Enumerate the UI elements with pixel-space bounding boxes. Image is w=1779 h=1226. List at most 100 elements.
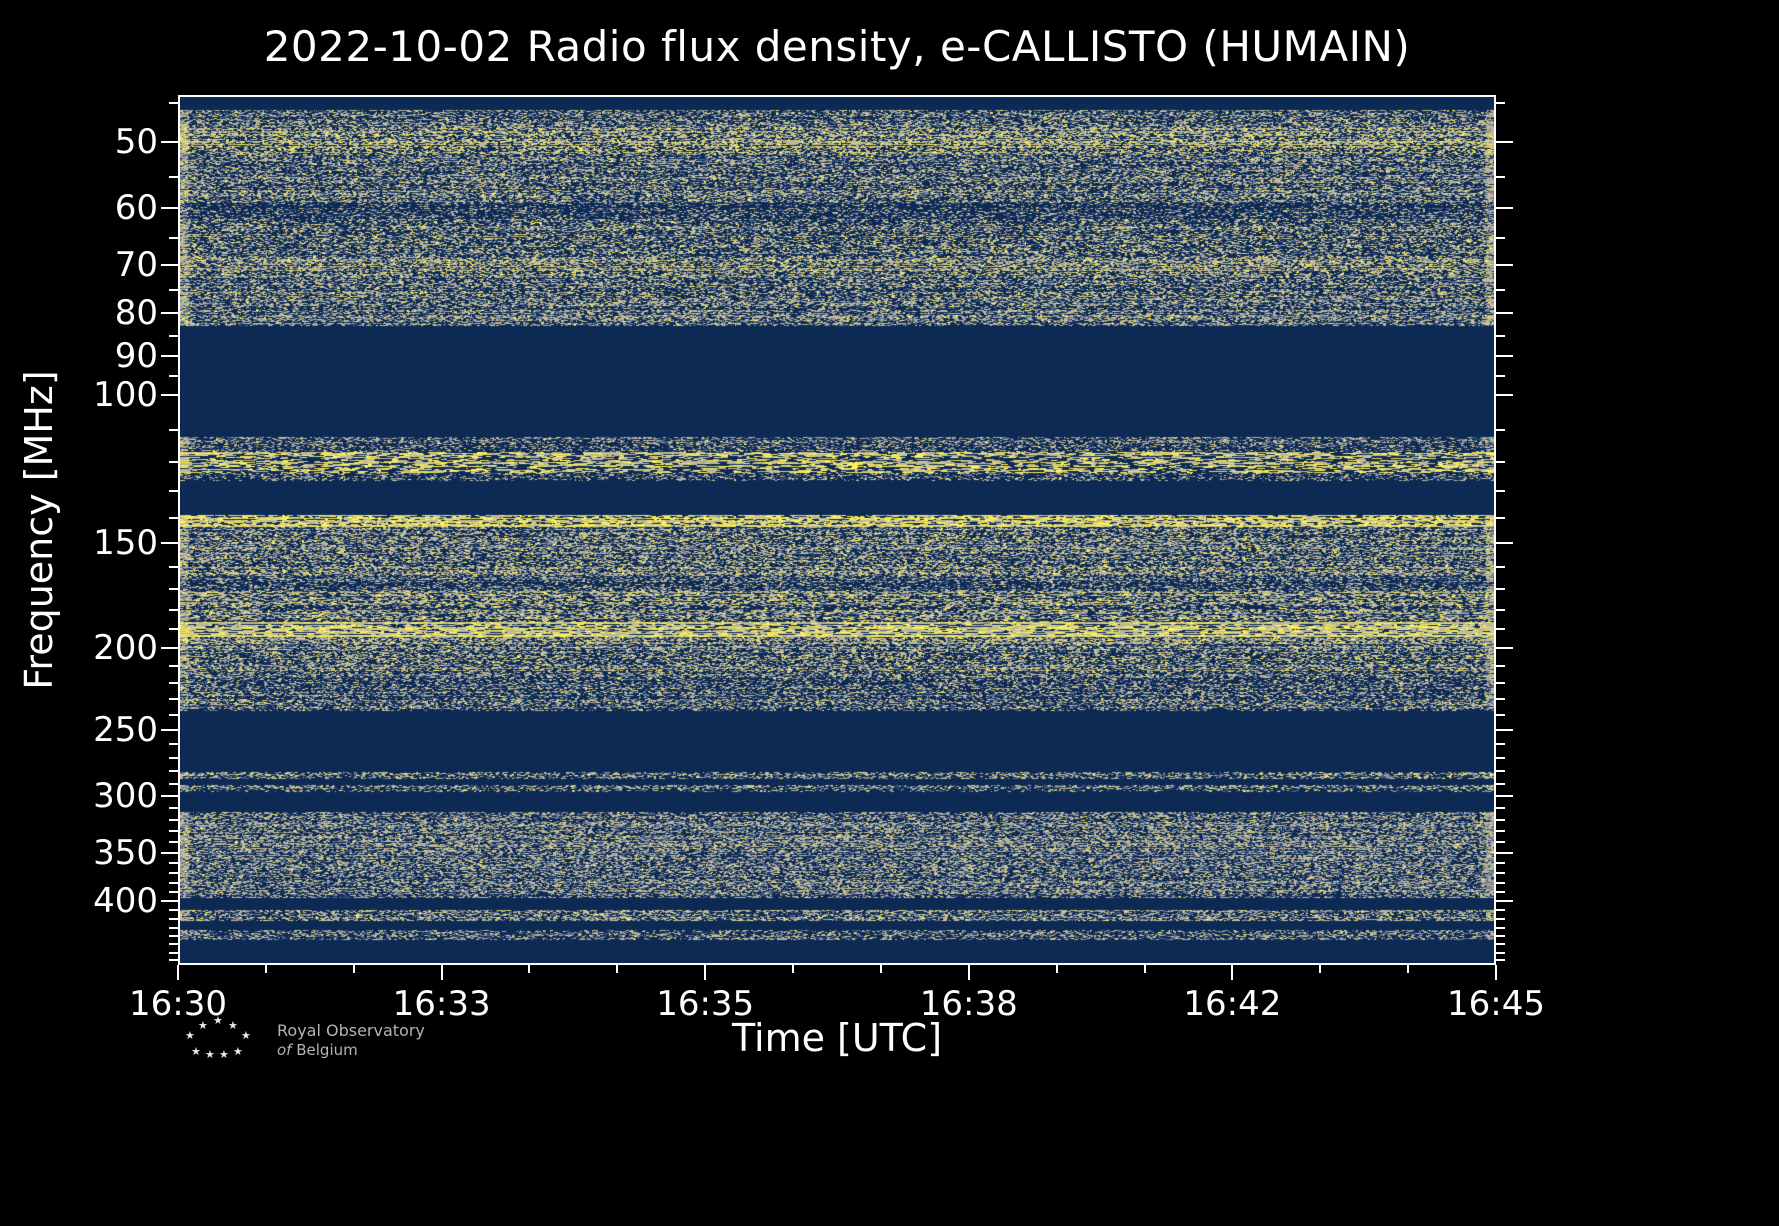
plot-area xyxy=(178,95,1496,965)
tick-mark xyxy=(169,587,178,590)
tick-mark xyxy=(161,728,178,731)
tick-mark xyxy=(1496,355,1513,358)
tick-mark xyxy=(161,140,178,143)
x-tick-label: 16:30 xyxy=(129,984,227,1024)
tick-mark xyxy=(169,375,178,378)
x-tick-label: 16:45 xyxy=(1447,984,1545,1024)
tick-mark xyxy=(1407,965,1410,973)
tick-mark xyxy=(169,943,178,946)
tick-mark xyxy=(161,542,178,545)
star-icon: ★ xyxy=(228,1019,238,1032)
y-tick-label: 50 xyxy=(114,121,158,162)
star-icon: ★ xyxy=(191,1045,201,1058)
star-icon: ★ xyxy=(185,1029,195,1042)
tick-mark xyxy=(169,288,178,291)
x-tick-label: 16:35 xyxy=(656,984,755,1024)
tick-mark xyxy=(1496,489,1505,492)
tick-mark xyxy=(1496,263,1513,266)
tick-mark xyxy=(169,807,178,810)
tick-mark xyxy=(1496,900,1513,903)
tick-mark xyxy=(1496,175,1505,178)
tick-mark xyxy=(169,959,178,962)
tick-mark xyxy=(1496,460,1505,463)
tick-mark xyxy=(440,965,443,980)
tick-mark xyxy=(1496,565,1505,568)
tick-mark xyxy=(1496,647,1513,650)
tick-mark xyxy=(169,891,178,894)
tick-mark xyxy=(1496,935,1505,938)
tick-mark xyxy=(1495,965,1497,980)
tick-mark xyxy=(1496,236,1505,239)
tick-mark xyxy=(1496,713,1505,716)
tick-mark xyxy=(169,871,178,874)
tick-mark xyxy=(1319,965,1322,973)
tick-mark xyxy=(169,818,178,821)
tick-mark xyxy=(169,861,178,864)
y-tick-label: 250 xyxy=(93,709,158,750)
tick-mark xyxy=(1496,891,1505,894)
x-tick-label: 16:38 xyxy=(919,984,1018,1024)
tick-mark xyxy=(967,965,970,980)
y-tick-label: 60 xyxy=(114,188,158,229)
tick-mark xyxy=(169,909,178,912)
tick-mark xyxy=(1496,334,1505,337)
tick-mark xyxy=(1496,861,1505,864)
y-tick-label: 90 xyxy=(114,336,158,377)
star-icon: ★ xyxy=(205,1048,215,1061)
tick-mark xyxy=(1496,841,1505,844)
tick-mark xyxy=(169,565,178,568)
rob-logo-line1: Royal Observatory xyxy=(277,1021,425,1040)
tick-mark xyxy=(1496,728,1513,731)
tick-mark xyxy=(1496,628,1505,631)
y-tick-label: 350 xyxy=(93,832,158,873)
y-tick-label: 100 xyxy=(93,374,158,415)
tick-mark xyxy=(161,900,178,903)
tick-mark xyxy=(169,782,178,785)
tick-mark xyxy=(1496,909,1505,912)
tick-mark xyxy=(1496,770,1505,773)
tick-mark xyxy=(169,918,178,921)
tick-mark xyxy=(792,965,795,973)
tick-mark xyxy=(1496,393,1513,396)
tick-mark xyxy=(1496,818,1505,821)
y-tick-label: 300 xyxy=(93,776,158,817)
tick-mark xyxy=(169,428,178,431)
x-axis-label: Time [UTC] xyxy=(731,1016,943,1060)
x-tick-label: 16:42 xyxy=(1183,984,1282,1024)
tick-mark xyxy=(1496,542,1513,545)
tick-mark xyxy=(169,628,178,631)
tick-mark xyxy=(169,713,178,716)
tick-mark xyxy=(879,965,882,973)
rob-logo: ★ ★ ★ ★ ★ ★ ★ ★ ★ Royal Observatory of B… xyxy=(183,1012,503,1076)
tick-mark xyxy=(169,682,178,685)
tick-mark xyxy=(1496,140,1513,143)
y-tick-label: 70 xyxy=(114,244,158,285)
tick-mark xyxy=(169,608,178,611)
tick-mark xyxy=(1496,207,1513,210)
tick-mark xyxy=(1496,102,1505,105)
tick-mark xyxy=(1496,665,1505,668)
y-tick-label: 400 xyxy=(93,881,158,922)
tick-mark xyxy=(161,355,178,358)
star-icon: ★ xyxy=(198,1019,208,1032)
tick-mark xyxy=(1496,959,1505,962)
tick-mark xyxy=(169,516,178,519)
star-icon: ★ xyxy=(233,1045,243,1058)
tick-mark xyxy=(161,312,178,315)
tick-mark xyxy=(704,965,707,980)
tick-mark xyxy=(1496,587,1505,590)
tick-mark xyxy=(1496,943,1505,946)
tick-mark xyxy=(169,665,178,668)
y-tick-label: 80 xyxy=(114,293,158,334)
tick-mark xyxy=(1055,965,1058,973)
tick-mark xyxy=(177,965,179,980)
tick-mark xyxy=(1496,516,1505,519)
tick-mark xyxy=(161,393,178,396)
tick-mark xyxy=(1496,795,1513,798)
tick-mark xyxy=(161,263,178,266)
tick-mark xyxy=(1496,682,1505,685)
tick-mark xyxy=(161,207,178,210)
tick-mark xyxy=(352,965,355,973)
tick-mark xyxy=(1496,851,1513,854)
tick-mark xyxy=(616,965,619,973)
